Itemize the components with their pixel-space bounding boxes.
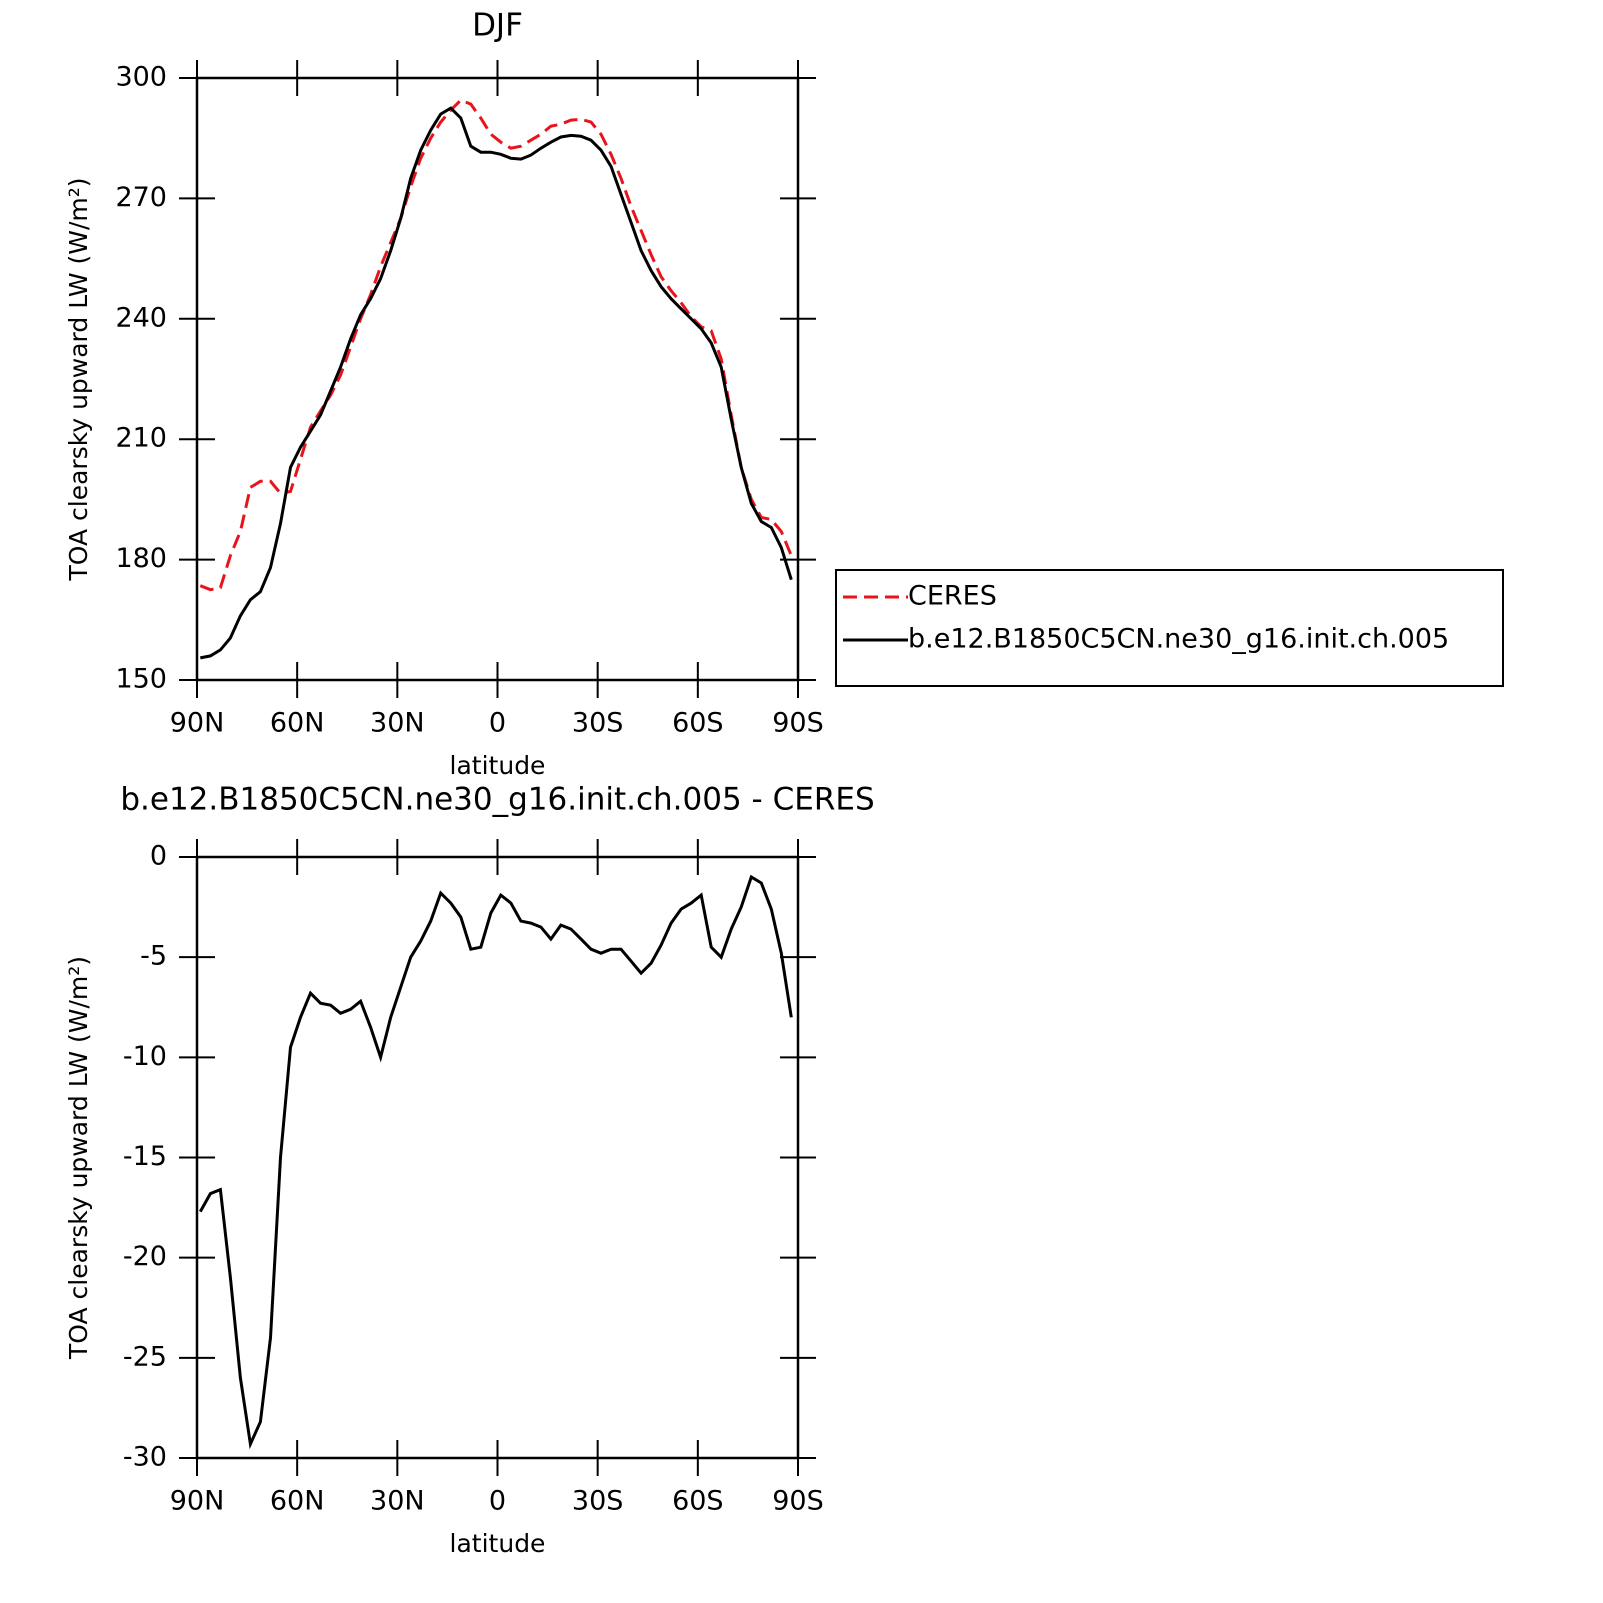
x-tick-label: 0 (489, 708, 506, 739)
x-tick-label: 30S (572, 708, 624, 739)
x-tick-label: 30N (370, 708, 425, 739)
x-tick-label: 90S (772, 1486, 824, 1517)
y-tick-label: -15 (123, 1141, 167, 1172)
y-tick-label: -20 (123, 1241, 167, 1272)
y-tick-label: 0 (150, 841, 167, 872)
x-tick-label: 90S (772, 708, 824, 739)
y-axis-label: TOA clearsky upward LW (W/m²) (64, 177, 93, 581)
x-tick-label: 60S (672, 1486, 724, 1517)
x-tick-label: 60N (270, 708, 325, 739)
data-line (200, 106, 793, 660)
y-tick-label: 180 (115, 543, 167, 574)
x-tick-label: 90N (170, 1486, 225, 1517)
legend-box (835, 569, 1504, 687)
plot-frame (195, 855, 800, 1460)
y-tick-label: 210 (115, 423, 167, 454)
plot-frame (195, 76, 800, 682)
y-tick-label: 300 (115, 62, 167, 93)
legend-label: CERES (908, 581, 997, 612)
legend-label: b.e12.B1850C5CN.ne30_g16.init.ch.005 (908, 624, 1449, 655)
y-tick-label: 270 (115, 182, 167, 213)
data-line (198, 874, 793, 1450)
x-axis-label: latitude (450, 1529, 546, 1558)
x-tick-label: 30S (572, 1486, 624, 1517)
y-tick-label: 240 (115, 302, 167, 333)
y-axis-label: TOA clearsky upward LW (W/m²) (64, 956, 93, 1360)
x-tick-label: 60N (270, 1486, 325, 1517)
x-tick-label: 60S (672, 708, 724, 739)
y-tick-label: -25 (123, 1341, 167, 1372)
x-tick-label: 30N (370, 1486, 425, 1517)
chart-title: b.e12.B1850C5CN.ne30_g16.init.ch.005 - C… (120, 782, 874, 818)
y-tick-label: -30 (123, 1442, 167, 1473)
x-tick-label: 90N (170, 708, 225, 739)
y-tick-label: 150 (115, 664, 167, 695)
data-line (199, 98, 793, 592)
x-tick-label: 0 (489, 1486, 506, 1517)
y-tick-label: -5 (140, 941, 167, 972)
chart-title: DJF (472, 8, 523, 44)
y-tick-label: -10 (123, 1041, 167, 1072)
x-axis-label: latitude (450, 751, 546, 780)
